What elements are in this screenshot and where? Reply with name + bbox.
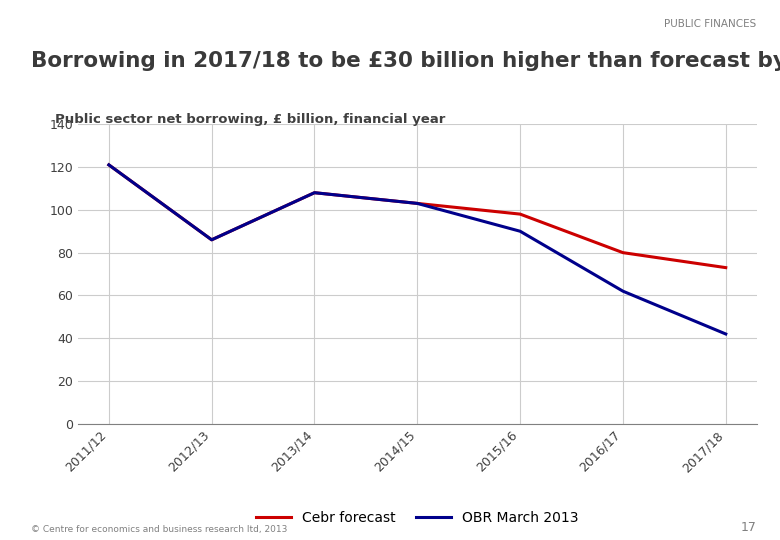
Text: Borrowing in 2017/18 to be £30 billion higher than forecast by the OBR…: Borrowing in 2017/18 to be £30 billion h… — [31, 51, 780, 71]
Text: 17: 17 — [741, 521, 757, 534]
Text: Public sector net borrowing, £ billion, financial year: Public sector net borrowing, £ billion, … — [55, 113, 445, 126]
Text: © Centre for economics and business research ltd, 2013: © Centre for economics and business rese… — [31, 524, 288, 534]
Text: PUBLIC FINANCES: PUBLIC FINANCES — [665, 19, 757, 29]
Legend: Cebr forecast, OBR March 2013: Cebr forecast, OBR March 2013 — [250, 506, 584, 531]
